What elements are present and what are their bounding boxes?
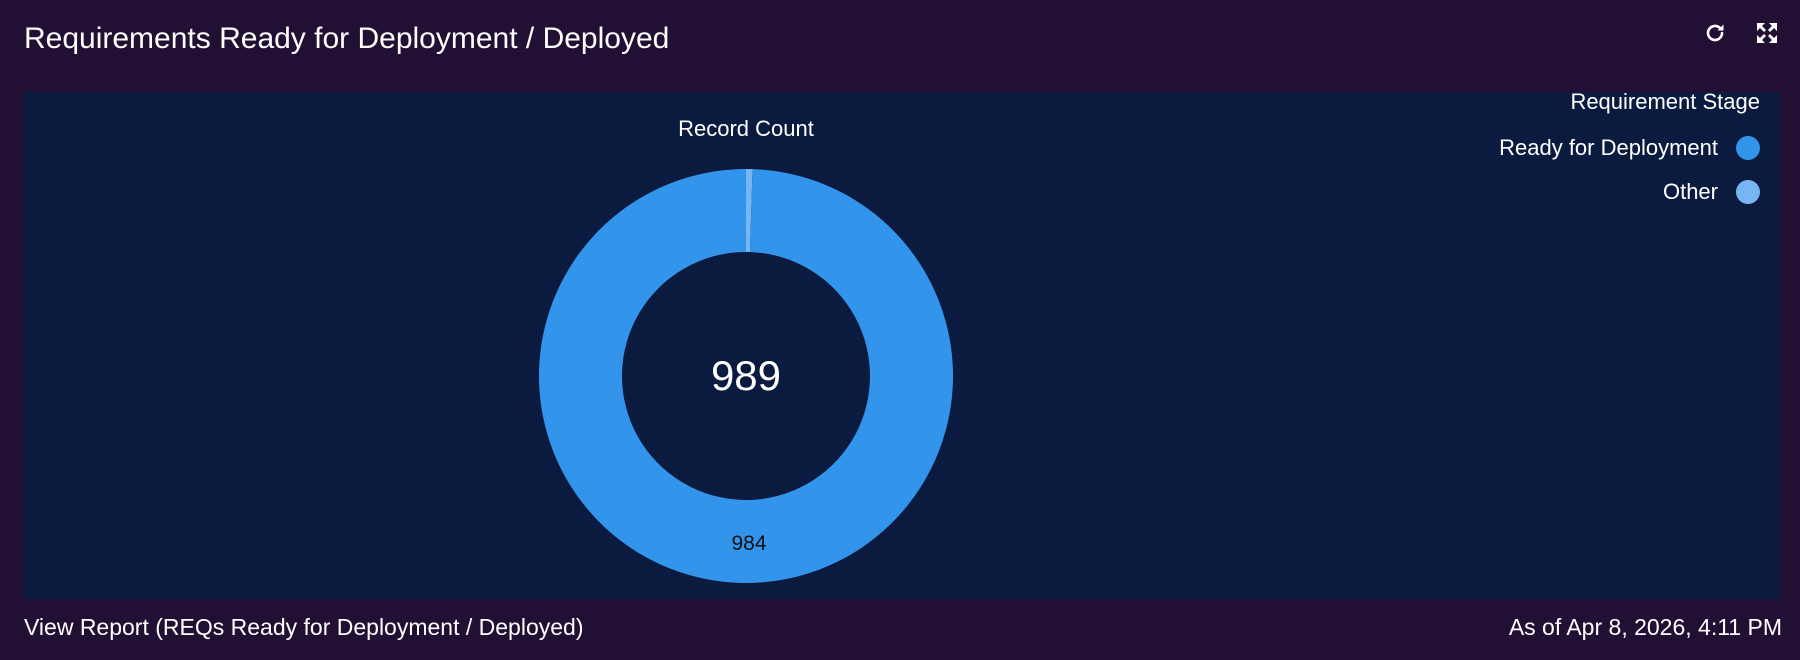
- legend-label-other: Other: [1662, 179, 1718, 204]
- donut-chart: Record Count 989 984: [539, 116, 954, 583]
- chart-area: Record Count 989 984 Requirement Stage Rea…: [24, 89, 1780, 599]
- view-report-link[interactable]: View Report (REQs Ready for Deployment /…: [24, 614, 584, 640]
- donut-slice-ready-for-deployment[interactable]: [539, 169, 954, 583]
- donut-slice-other[interactable]: [746, 169, 753, 253]
- donut-center-total: 989: [711, 352, 781, 399]
- chart-title: Record Count: [678, 116, 814, 141]
- expand-button[interactable]: [1754, 20, 1780, 46]
- last-updated-timestamp: As of Apr 8, 2026, 4:11 PM: [1508, 614, 1782, 640]
- legend-dot-ready: [1736, 136, 1760, 160]
- expand-icon: [1757, 23, 1777, 43]
- legend-item-ready[interactable]: Ready for Deployment: [1499, 135, 1760, 160]
- card-title: Requirements Ready for Deployment / Depl…: [24, 22, 670, 55]
- legend: Requirement Stage Ready for Deployment O…: [1499, 89, 1760, 204]
- legend-title: Requirement Stage: [1570, 89, 1760, 114]
- refresh-button[interactable]: [1702, 20, 1728, 46]
- legend-label-ready: Ready for Deployment: [1499, 135, 1718, 160]
- legend-dot-other: [1736, 180, 1760, 204]
- legend-item-other[interactable]: Other: [1499, 179, 1760, 204]
- data-label-ready-for-deployment: 984: [731, 532, 766, 555]
- refresh-icon: [1706, 24, 1724, 42]
- header-actions: [1702, 20, 1780, 46]
